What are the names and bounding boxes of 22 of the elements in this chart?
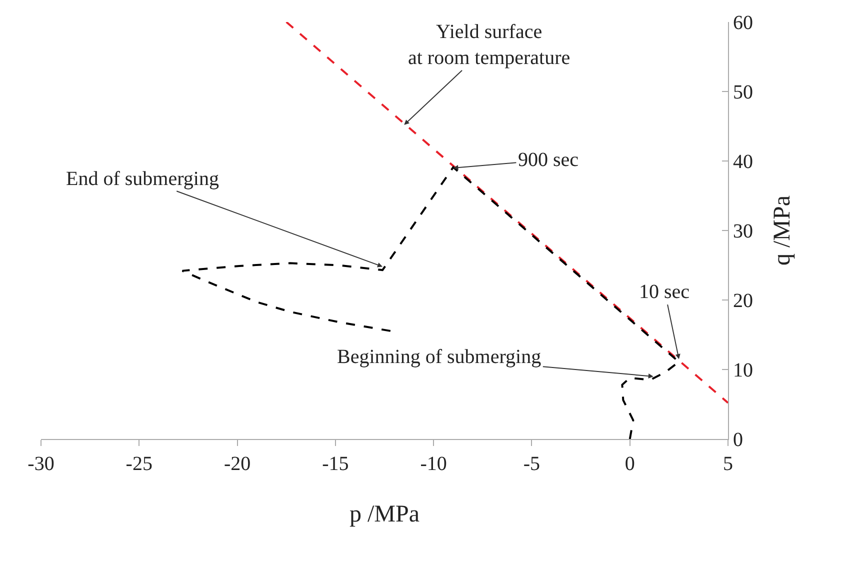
y-tick-label: 60 — [733, 12, 753, 34]
x-tick-label: -5 — [523, 453, 540, 475]
y-tick-label: 20 — [733, 290, 753, 312]
x-tick-label: 0 — [624, 453, 635, 475]
annotation: End of submerging — [66, 168, 219, 190]
x-tick-label: -30 — [28, 453, 54, 475]
x-axis-title: p /MPa — [349, 501, 420, 528]
y-tick-label: 0 — [733, 429, 743, 451]
y-tick-label: 40 — [733, 151, 753, 173]
x-tick-label: 5 — [723, 453, 733, 475]
x-tick-label: -25 — [126, 453, 152, 475]
y-tick-label: 10 — [733, 360, 753, 382]
y-axis-title: q /MPa — [769, 195, 796, 266]
x-tick-label: -15 — [322, 453, 349, 475]
y-tick-label: 50 — [733, 82, 753, 104]
y-tick-label: 30 — [733, 220, 753, 242]
annotation: 900 sec — [518, 149, 579, 171]
x-tick-label: -20 — [224, 453, 251, 475]
annotation: Yield surface at room temperature — [408, 21, 570, 69]
annotation: Beginning of submerging — [337, 346, 542, 368]
annotation: 10 sec — [639, 281, 690, 303]
x-tick-label: -10 — [420, 453, 447, 475]
